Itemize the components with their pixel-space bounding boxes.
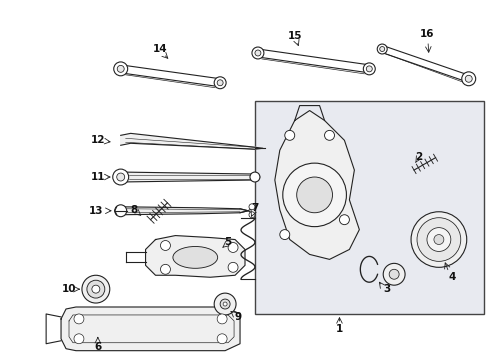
Text: 3: 3 [384,284,391,294]
Circle shape [214,293,236,315]
Circle shape [389,269,399,279]
Circle shape [255,50,261,56]
Circle shape [465,75,472,82]
Polygon shape [121,207,248,215]
Bar [255,100,484,314]
Text: 2: 2 [416,152,423,162]
Text: 14: 14 [153,44,168,54]
Circle shape [117,173,124,181]
Text: 13: 13 [89,206,103,216]
Circle shape [380,46,385,51]
Circle shape [252,47,264,59]
Circle shape [283,163,346,227]
Text: 12: 12 [91,135,105,145]
Polygon shape [146,235,245,277]
Circle shape [161,264,171,274]
Circle shape [285,130,294,140]
Circle shape [217,80,223,86]
Circle shape [115,205,127,217]
Circle shape [280,230,290,239]
Circle shape [82,275,110,303]
Text: 9: 9 [235,312,242,322]
Circle shape [249,204,255,210]
Circle shape [114,62,128,76]
Circle shape [367,66,372,72]
Circle shape [92,285,100,293]
Circle shape [217,334,227,344]
Circle shape [87,280,105,298]
Text: 4: 4 [448,272,456,282]
Circle shape [377,44,387,54]
Circle shape [462,72,476,86]
Polygon shape [61,307,240,351]
Text: 6: 6 [94,342,101,352]
Circle shape [340,215,349,225]
Circle shape [249,212,255,218]
Text: 1: 1 [336,324,343,334]
Text: 5: 5 [224,237,232,247]
Text: 7: 7 [251,203,259,213]
Circle shape [217,314,227,324]
Circle shape [74,314,84,324]
Circle shape [411,212,467,267]
Circle shape [228,262,238,272]
Ellipse shape [173,247,218,268]
Text: 16: 16 [420,29,434,39]
Circle shape [214,77,226,89]
Circle shape [383,264,405,285]
Polygon shape [121,133,263,149]
Text: 15: 15 [288,31,302,41]
Circle shape [223,302,227,306]
Text: 11: 11 [91,172,105,182]
Circle shape [417,218,461,261]
Circle shape [220,299,230,309]
Circle shape [228,243,238,252]
Circle shape [74,334,84,344]
Text: 8: 8 [130,205,137,215]
Circle shape [297,177,333,213]
Polygon shape [121,172,260,182]
Circle shape [250,172,260,182]
Text: 10: 10 [62,284,76,294]
Circle shape [324,130,335,140]
Circle shape [161,240,171,251]
Circle shape [363,63,375,75]
Circle shape [117,66,124,72]
Circle shape [434,235,444,244]
Circle shape [113,169,129,185]
Polygon shape [275,111,359,260]
Circle shape [427,228,451,251]
